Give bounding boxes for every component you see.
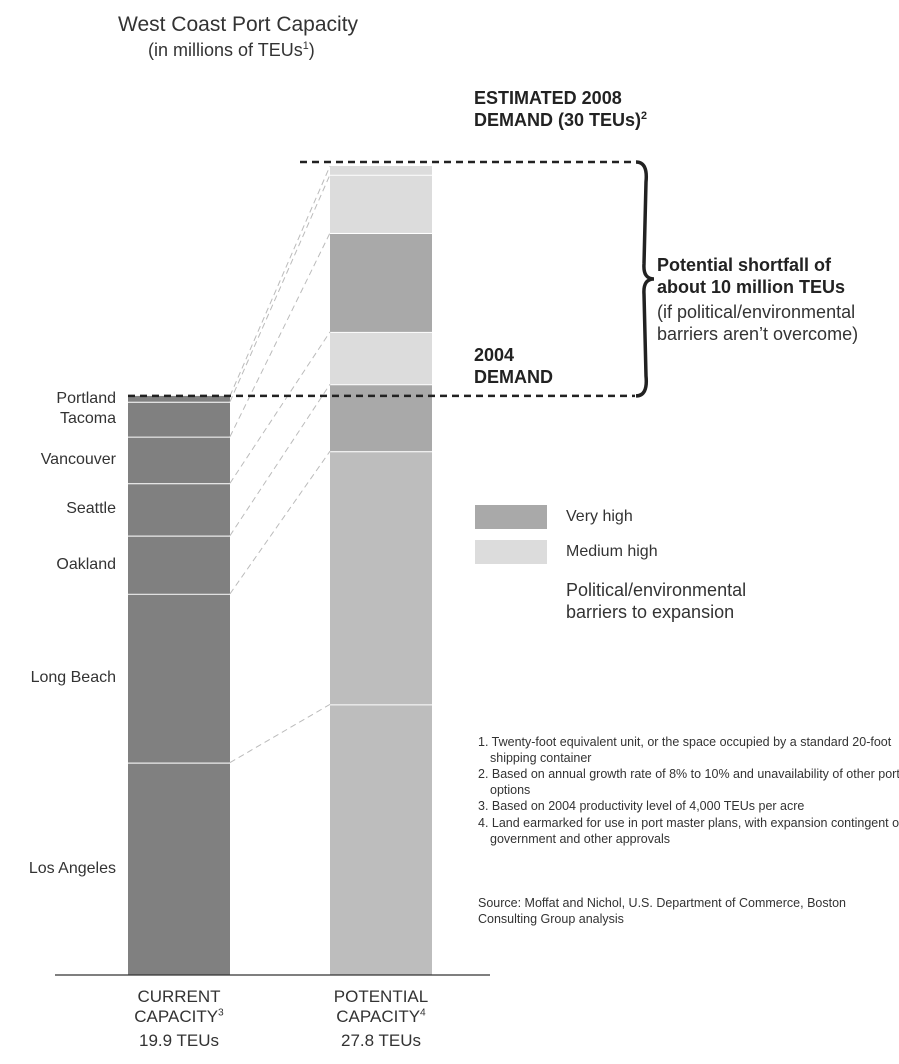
port-label: Tacoma	[59, 410, 116, 428]
bar-segment	[330, 331, 432, 385]
bar-segment	[128, 535, 230, 594]
demand-2004-label: 2004 DEMAND	[474, 345, 553, 387]
subtitle-note: 1	[302, 40, 309, 52]
footnote: 1. Twenty-foot equivalent unit, or the s…	[478, 735, 892, 765]
legend-swatch	[475, 505, 547, 529]
shortfall-note: (if political/environmental barriers are…	[657, 302, 859, 344]
source: Source: Moffat and Nichol, U.S. Departme…	[478, 896, 846, 927]
bar-segment	[128, 762, 230, 975]
port-label: Vancouver	[40, 450, 116, 468]
connector	[229, 232, 331, 437]
total-label: 19.9 TEUs	[138, 1031, 219, 1050]
demand-2008-text: ESTIMATED 2008 DEMAND (30 TEUs)	[474, 88, 642, 130]
connector	[229, 174, 331, 402]
brace	[635, 160, 655, 398]
chart-subtitle: (in millions of TEUs1)	[148, 40, 315, 62]
bar-segment	[330, 384, 432, 452]
category-text: CURRENT CAPACITY	[134, 987, 221, 1027]
port-label: Long Beach	[30, 669, 116, 687]
bar-segment	[128, 401, 230, 437]
demand-2008-label: ESTIMATED 2008 DEMAND (30 TEUs)2	[474, 88, 647, 131]
legend-swatch	[475, 540, 547, 564]
port-label: Oakland	[56, 555, 116, 573]
total-label: 27.8 TEUs	[340, 1031, 421, 1050]
bar-segment	[330, 166, 432, 175]
connector	[229, 450, 331, 595]
connector	[229, 165, 331, 397]
bar-segment	[128, 436, 230, 484]
footnote: 2. Based on annual growth rate of 8% to …	[478, 767, 899, 797]
subtitle-text: (in millions of TEUs	[148, 40, 303, 60]
legend-label: Very high	[566, 508, 633, 525]
shortfall-label: Potential shortfall of about 10 million …	[657, 255, 846, 297]
bar-segment	[128, 593, 230, 763]
bar-segment	[128, 395, 230, 402]
port-label: Portland	[56, 389, 116, 407]
bar-segment	[330, 232, 432, 332]
port-label: Seattle	[66, 500, 116, 518]
footnote: 3. Based on 2004 productivity level of 4…	[478, 799, 805, 813]
bar-segment	[330, 451, 432, 705]
connector	[229, 703, 331, 764]
category-label: POTENTIAL CAPACITY4	[301, 987, 461, 1028]
category-label: CURRENT CAPACITY3	[99, 987, 259, 1028]
legend-label: Medium high	[566, 543, 658, 560]
category-text: POTENTIAL CAPACITY	[333, 987, 429, 1027]
legend-title: Political/environmental barriers to expa…	[566, 580, 747, 622]
chart-title: West Coast Port Capacity	[118, 13, 359, 36]
category-note: 3	[218, 1007, 224, 1019]
footnote: 4. Land earmarked for use in port master…	[478, 816, 899, 846]
connector	[229, 383, 331, 536]
bar-segment	[330, 704, 432, 975]
bar-segment	[330, 174, 432, 233]
demand-2008-note: 2	[641, 109, 648, 122]
subtitle-close: )	[308, 40, 315, 60]
port-label: Los Angeles	[28, 859, 116, 877]
bar-segment	[128, 483, 230, 536]
connector	[229, 331, 331, 484]
category-note: 4	[420, 1007, 426, 1019]
